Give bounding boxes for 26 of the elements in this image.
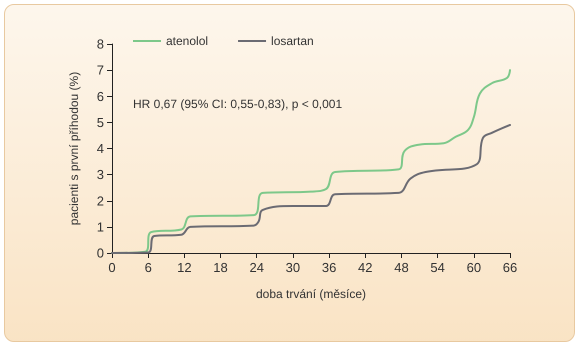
y-tick-label: 3: [96, 167, 104, 182]
x-tick-label: 66: [502, 260, 518, 275]
y-tick-label: 0: [96, 246, 104, 260]
x-tick-label: 30: [286, 260, 300, 275]
x-tick-label: 12: [177, 260, 192, 275]
y-axis-title: pacienti s první příhodou (%): [67, 72, 81, 226]
x-tick-label: 24: [249, 260, 264, 275]
x-tick-label: 0: [108, 260, 116, 275]
x-axis-title: doba trvání (měsíce): [256, 287, 366, 301]
y-tick-label: 5: [96, 114, 104, 130]
legend-label: atenolol: [166, 34, 208, 48]
x-tick-label: 60: [466, 260, 482, 275]
x-tick-label: 54: [430, 260, 445, 275]
y-tick-label: 4: [96, 141, 104, 156]
y-tick-label: 2: [96, 193, 104, 208]
x-tick-label: 42: [358, 260, 373, 275]
x-tick-label: 18: [213, 260, 228, 275]
y-tick-label: 8: [96, 36, 104, 52]
y-tick-label: 7: [96, 62, 104, 78]
x-tick-label: 6: [144, 260, 152, 275]
legend-label: losartan: [271, 34, 314, 48]
y-tick-label: 6: [96, 88, 104, 104]
y-tick-label: 1: [96, 219, 104, 234]
annotation: HR 0,67 (95% CI: 0,55-0,83), p < 0,001: [133, 97, 342, 111]
x-tick-label: 36: [322, 260, 336, 275]
x-tick-label: 48: [394, 260, 409, 275]
